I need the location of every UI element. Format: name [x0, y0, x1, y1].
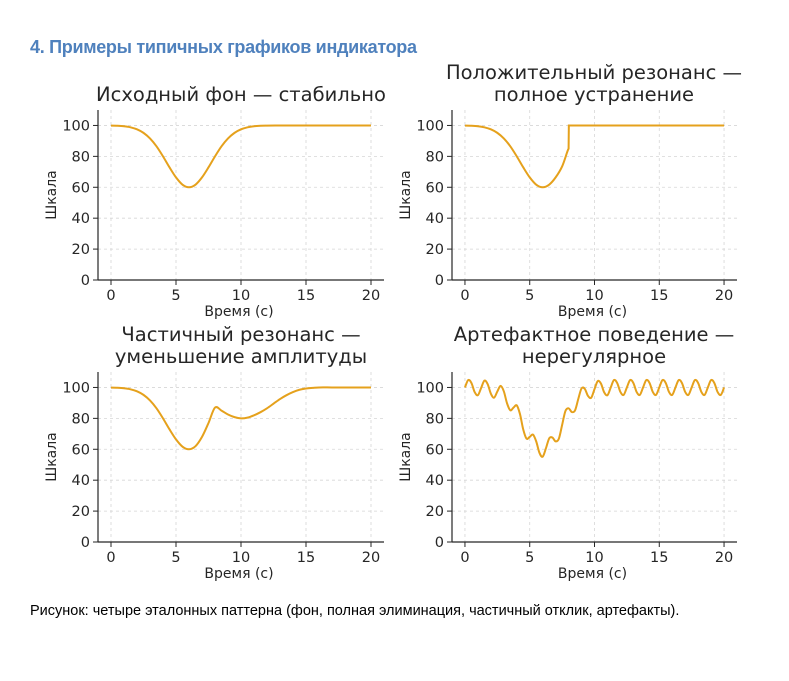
x-tick-label: 0	[460, 550, 469, 566]
y-tick-label: 20	[72, 242, 90, 258]
series-line	[110, 386, 371, 451]
chart-title-3: Частичный резонанс — уменьшение амплитуд…	[71, 324, 411, 368]
y-tick-label: 60	[426, 442, 444, 458]
series-line	[110, 124, 371, 189]
y-tick-label: 60	[426, 180, 444, 196]
y-tick-label: 80	[426, 149, 444, 165]
chart-title-1: Исходный фон — стабильно	[71, 62, 411, 106]
x-tick-label: 20	[362, 550, 380, 566]
x-axis-label: Время (с)	[558, 304, 627, 320]
x-tick-label: 20	[715, 288, 733, 304]
x-tick-label: 15	[650, 288, 668, 304]
y-tick-label: 40	[426, 211, 444, 227]
y-tick-label: 20	[426, 504, 444, 520]
x-tick-label: 10	[585, 550, 603, 566]
y-axis-label: Шкала	[398, 432, 414, 482]
y-tick-label: 100	[416, 118, 444, 134]
x-tick-label: 20	[362, 288, 380, 304]
x-tick-label: 0	[106, 550, 115, 566]
y-tick-label: 80	[72, 411, 90, 427]
x-tick-label: 10	[232, 288, 250, 304]
x-tick-label: 5	[171, 550, 180, 566]
y-axis-label: Шкала	[44, 432, 60, 482]
y-tick-label: 20	[426, 242, 444, 258]
x-axis-label: Время (с)	[558, 566, 627, 582]
y-tick-label: 80	[426, 411, 444, 427]
y-tick-label: 40	[72, 473, 90, 489]
y-tick-label: 80	[72, 149, 90, 165]
y-tick-label: 100	[416, 380, 444, 396]
y-tick-label: 100	[62, 118, 90, 134]
x-tick-label: 15	[297, 550, 315, 566]
x-tick-label: 5	[525, 288, 534, 304]
chart-title-2: Положительный резонанс — полное устранен…	[424, 62, 764, 106]
y-tick-label: 0	[435, 273, 444, 289]
chart-title-4: Артефактное поведение — нерегулярное	[424, 324, 764, 368]
chart-title-text: Частичный резонанс — уменьшение амплитуд…	[114, 323, 368, 368]
chart-panel-3: 0 5 10 15 20 0 20 40 60 80 100 Время (с) Шкала	[44, 372, 384, 582]
chart-title-text: Артефактное поведение — нерегулярное	[453, 323, 735, 368]
y-tick-label: 60	[72, 180, 90, 196]
series-line	[464, 378, 725, 458]
y-axis-label: Шкала	[398, 170, 414, 220]
y-tick-label: 0	[81, 273, 90, 289]
x-tick-label: 20	[715, 550, 733, 566]
x-tick-label: 15	[297, 288, 315, 304]
y-tick-label: 0	[435, 535, 444, 551]
x-tick-label: 10	[232, 550, 250, 566]
chart-title-text: Исходный фон — стабильно	[96, 83, 386, 106]
x-tick-label: 10	[585, 288, 603, 304]
y-tick-label: 20	[72, 504, 90, 520]
x-tick-label: 5	[171, 288, 180, 304]
figure-caption: Рисунок: четыре эталонных паттерна (фон,…	[30, 603, 680, 619]
chart-panel-2: 0 5 10 15 20 0 20 40 60 80 100 Время (с) Шкала	[398, 110, 737, 320]
x-tick-label: 15	[650, 550, 668, 566]
x-tick-label: 0	[460, 288, 469, 304]
y-tick-label: 60	[72, 442, 90, 458]
y-axis-label: Шкала	[44, 170, 60, 220]
x-tick-label: 5	[525, 550, 534, 566]
chart-panel-4: 0 5 10 15 20 0 20 40 60 80 100 Время (с) Шкала	[398, 372, 737, 582]
x-axis-label: Время (с)	[204, 566, 273, 582]
section-heading: 4. Примеры типичных графиков индикатора	[30, 37, 417, 57]
chart-panel-1: 0 5 10 15 20 0 20 40 60 80 100 Время (с) Шкала	[44, 110, 384, 320]
chart-title-text: Положительный резонанс — полное устранен…	[445, 61, 743, 106]
x-tick-label: 0	[106, 288, 115, 304]
y-tick-label: 0	[81, 535, 90, 551]
x-axis-label: Время (с)	[204, 304, 273, 320]
y-tick-label: 40	[72, 211, 90, 227]
y-tick-label: 40	[426, 473, 444, 489]
y-tick-label: 100	[62, 380, 90, 396]
series-line	[464, 124, 725, 189]
